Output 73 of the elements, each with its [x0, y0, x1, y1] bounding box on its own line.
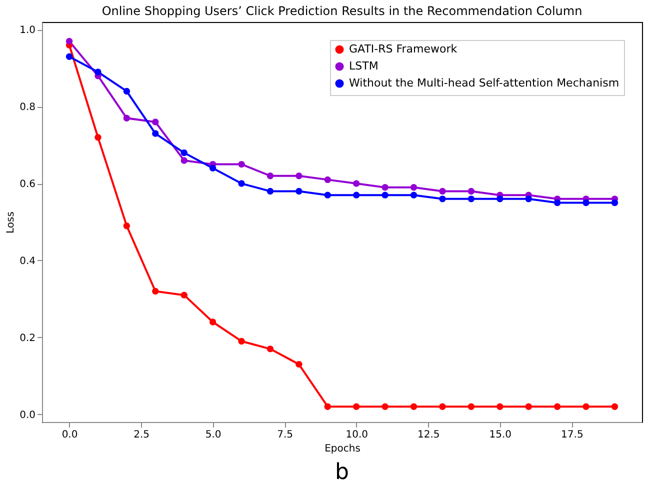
point: [296, 188, 302, 195]
point: [266, 346, 274, 352]
x-tick-label: 10.0: [346, 430, 368, 440]
point: [496, 196, 504, 202]
point: [410, 192, 418, 198]
point: [238, 338, 245, 345]
point: [353, 192, 360, 198]
point: [582, 403, 590, 410]
point: [382, 403, 388, 410]
y-tick-label: 0.2: [20, 332, 36, 344]
point: [123, 88, 130, 95]
point: [353, 180, 360, 187]
point: [152, 288, 159, 295]
y-tick-label: 0.4: [20, 256, 36, 267]
point: [180, 292, 188, 298]
legend-label: GATI-RS Framework: [349, 42, 458, 56]
x-tick-label: 7.5: [277, 430, 294, 440]
point: [525, 196, 532, 202]
x-tick-label: 5.0: [205, 430, 222, 440]
x-tick-label: 2.5: [134, 430, 150, 440]
y-axis-title: Loss: [6, 212, 17, 234]
point: [611, 403, 618, 410]
point: [496, 403, 504, 410]
point: [123, 114, 130, 122]
text: b: [335, 460, 349, 485]
point: [238, 160, 245, 168]
point: [382, 184, 388, 191]
point: [296, 172, 302, 180]
point: [94, 134, 102, 141]
point: [238, 180, 245, 187]
x-tick-label: 15.0: [489, 430, 512, 440]
point: [209, 318, 216, 326]
y-tick-label: 0.8: [20, 102, 36, 114]
y-tick-label: 0.6: [20, 179, 36, 190]
point: [468, 403, 475, 410]
point: [410, 403, 418, 410]
point: [468, 196, 475, 202]
point: [180, 157, 188, 164]
x-tick-label: 12.5: [417, 430, 440, 440]
point: [353, 403, 360, 410]
point: [152, 130, 159, 137]
y-tick-label: 0.0: [20, 410, 36, 421]
legend-label: LSTM: [349, 60, 378, 72]
x-tick-label: 0.0: [62, 430, 78, 440]
point: [410, 184, 418, 191]
point: [554, 199, 561, 206]
point: [266, 188, 274, 195]
point: [66, 53, 73, 60]
point: [554, 403, 561, 410]
point: [209, 164, 216, 172]
point: [266, 172, 274, 180]
point: [324, 403, 331, 410]
point: [525, 403, 532, 410]
point: [66, 38, 73, 45]
point: [296, 360, 302, 368]
point: [324, 176, 331, 184]
point: [439, 196, 446, 202]
x-axis-title: Epochs: [324, 444, 360, 454]
point: [468, 188, 475, 195]
point: [582, 199, 590, 206]
x-tick-label: 17.5: [561, 430, 584, 440]
point: [439, 403, 446, 410]
point: [180, 149, 188, 156]
point: [123, 222, 130, 230]
point: [382, 192, 388, 198]
chart-title: Online Shopping Users’ Click Prediction Results in the Recommendation Column: [102, 4, 582, 18]
point: [94, 68, 102, 76]
point: [611, 199, 618, 206]
y-tick-label: 1.0: [20, 25, 36, 36]
legend-label: Without the Multi-head Self-attention Mechanism: [349, 76, 620, 90]
point: [324, 192, 331, 198]
point: [152, 118, 159, 126]
point: [439, 188, 446, 195]
